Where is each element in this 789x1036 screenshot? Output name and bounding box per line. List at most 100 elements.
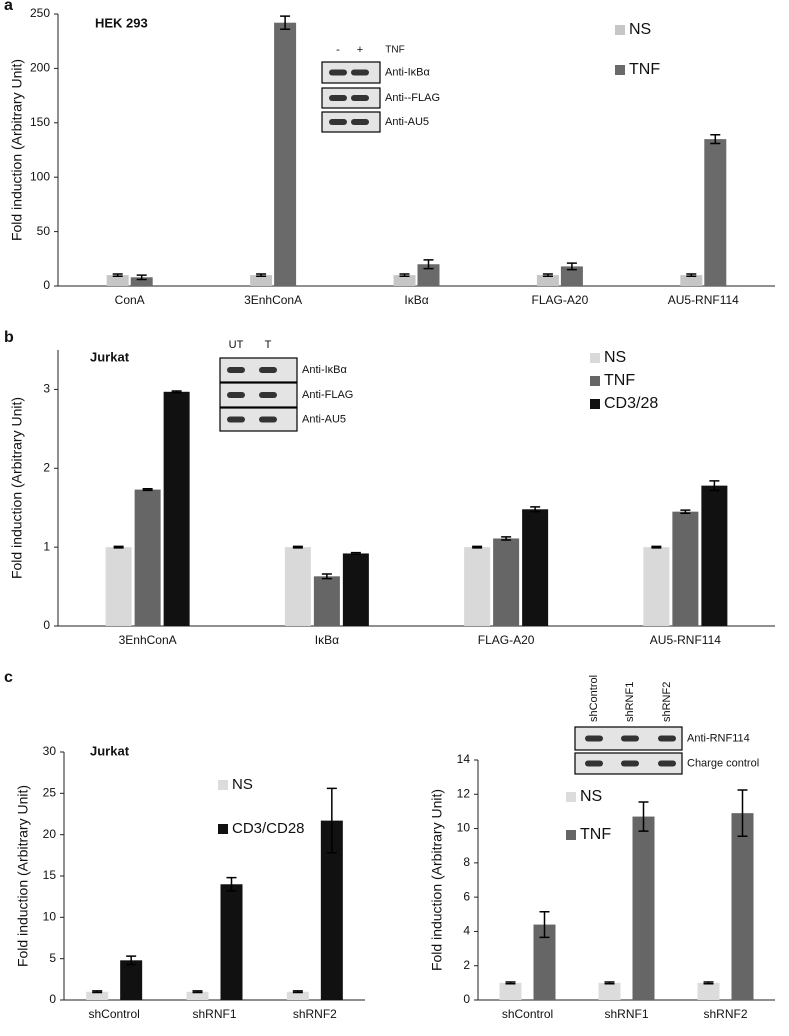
y-tick-label: 3 xyxy=(43,382,50,396)
y-tick-label: 0 xyxy=(463,992,470,1006)
bar xyxy=(130,277,153,286)
blot-band xyxy=(351,95,369,101)
y-tick-label: 10 xyxy=(457,821,471,835)
error-bar xyxy=(472,545,483,549)
bar xyxy=(731,813,754,1000)
error-bar xyxy=(680,509,691,514)
lane-label: T xyxy=(265,339,272,351)
y-tick-label: 25 xyxy=(43,786,57,800)
y-tick-label: 0 xyxy=(43,278,50,292)
bar xyxy=(286,991,309,1000)
error-bar xyxy=(280,15,291,30)
y-axis-label: Fold induction (Arbitrary Unit) xyxy=(429,789,445,971)
x-tick-label: FLAG-A20 xyxy=(532,293,589,307)
bar xyxy=(701,485,728,626)
y-tick-label: 50 xyxy=(37,224,51,238)
error-bar xyxy=(703,981,714,985)
bar xyxy=(464,547,491,626)
x-tick-label: AU5-RNF114 xyxy=(650,633,721,647)
legend-label: TNF xyxy=(629,61,660,78)
error-bar xyxy=(423,259,434,270)
legend-swatch xyxy=(218,780,228,790)
bar xyxy=(220,884,243,1000)
panel-label: c xyxy=(4,669,13,686)
lane-label: + xyxy=(357,44,363,56)
error-bar xyxy=(226,876,237,892)
bar xyxy=(320,820,343,1000)
bar xyxy=(313,576,340,626)
error-bar xyxy=(292,990,303,994)
bar xyxy=(493,538,520,626)
x-tick-label: IκBα xyxy=(315,633,339,647)
bar xyxy=(186,991,209,1000)
lane-label: shControl xyxy=(588,675,600,722)
legend-label: CD3/CD28 xyxy=(232,820,305,837)
legend-swatch xyxy=(615,65,625,75)
error-bar xyxy=(126,955,137,966)
x-tick-label: FLAG-A20 xyxy=(478,633,535,647)
panel-label: a xyxy=(4,0,13,14)
legend-label: NS xyxy=(580,788,602,805)
error-bar xyxy=(136,274,147,281)
blot-band xyxy=(585,760,603,767)
y-tick-label: 100 xyxy=(30,169,50,183)
blot-band xyxy=(227,392,245,398)
error-bar xyxy=(710,134,721,145)
blot-band xyxy=(227,367,245,373)
y-tick-label: 0 xyxy=(49,992,56,1006)
annotation: Jurkat xyxy=(90,743,130,758)
blot-band xyxy=(259,416,277,423)
bar xyxy=(672,511,699,626)
legend-label: NS xyxy=(629,21,651,38)
blot-band xyxy=(227,416,245,423)
bar xyxy=(86,991,109,1000)
panel-label: b xyxy=(4,329,14,346)
error-bar xyxy=(638,801,649,832)
legend-swatch xyxy=(615,25,625,35)
x-tick-label: 3EnhConA xyxy=(244,293,302,307)
x-tick-label: shRNF1 xyxy=(604,1007,648,1021)
error-bar xyxy=(542,273,553,277)
error-bar xyxy=(399,273,410,277)
error-bar xyxy=(530,506,541,513)
error-bar xyxy=(192,990,203,994)
bar xyxy=(499,982,522,1000)
error-bar xyxy=(292,545,303,549)
blot-band xyxy=(621,760,639,767)
y-tick-label: 8 xyxy=(463,855,470,869)
blot-label: Charge control xyxy=(687,757,759,769)
blot-band xyxy=(351,69,369,76)
error-bar xyxy=(501,536,512,541)
bar xyxy=(704,139,727,286)
error-bar xyxy=(113,545,124,549)
error-bar xyxy=(256,273,267,277)
legend-label: NS xyxy=(232,776,253,793)
annotation: HEK 293 xyxy=(95,15,148,30)
blot-band xyxy=(329,95,347,101)
legend-label: CD3/28 xyxy=(604,395,658,412)
lane-label: shRNF1 xyxy=(624,682,636,722)
annotation: Jurkat xyxy=(90,349,130,364)
error-bar xyxy=(92,990,103,994)
lane-label: - xyxy=(336,44,340,56)
bar xyxy=(560,266,583,286)
bar xyxy=(163,391,190,626)
blot-band xyxy=(658,760,676,767)
y-tick-label: 200 xyxy=(30,61,50,75)
legend-label: TNF xyxy=(580,826,611,843)
blot-band xyxy=(329,119,347,125)
blot-band xyxy=(658,735,676,742)
bar xyxy=(533,924,556,1000)
y-tick-label: 1 xyxy=(43,539,50,553)
blot-panel xyxy=(219,407,298,432)
x-tick-label: ConA xyxy=(115,293,145,307)
error-bar xyxy=(709,480,720,492)
y-tick-label: 30 xyxy=(43,744,57,758)
bar xyxy=(106,275,129,286)
bar xyxy=(250,275,273,286)
y-tick-label: 250 xyxy=(30,6,50,20)
error-bar xyxy=(171,390,182,394)
bar xyxy=(393,275,416,286)
x-tick-label: shRNF2 xyxy=(293,1007,337,1021)
